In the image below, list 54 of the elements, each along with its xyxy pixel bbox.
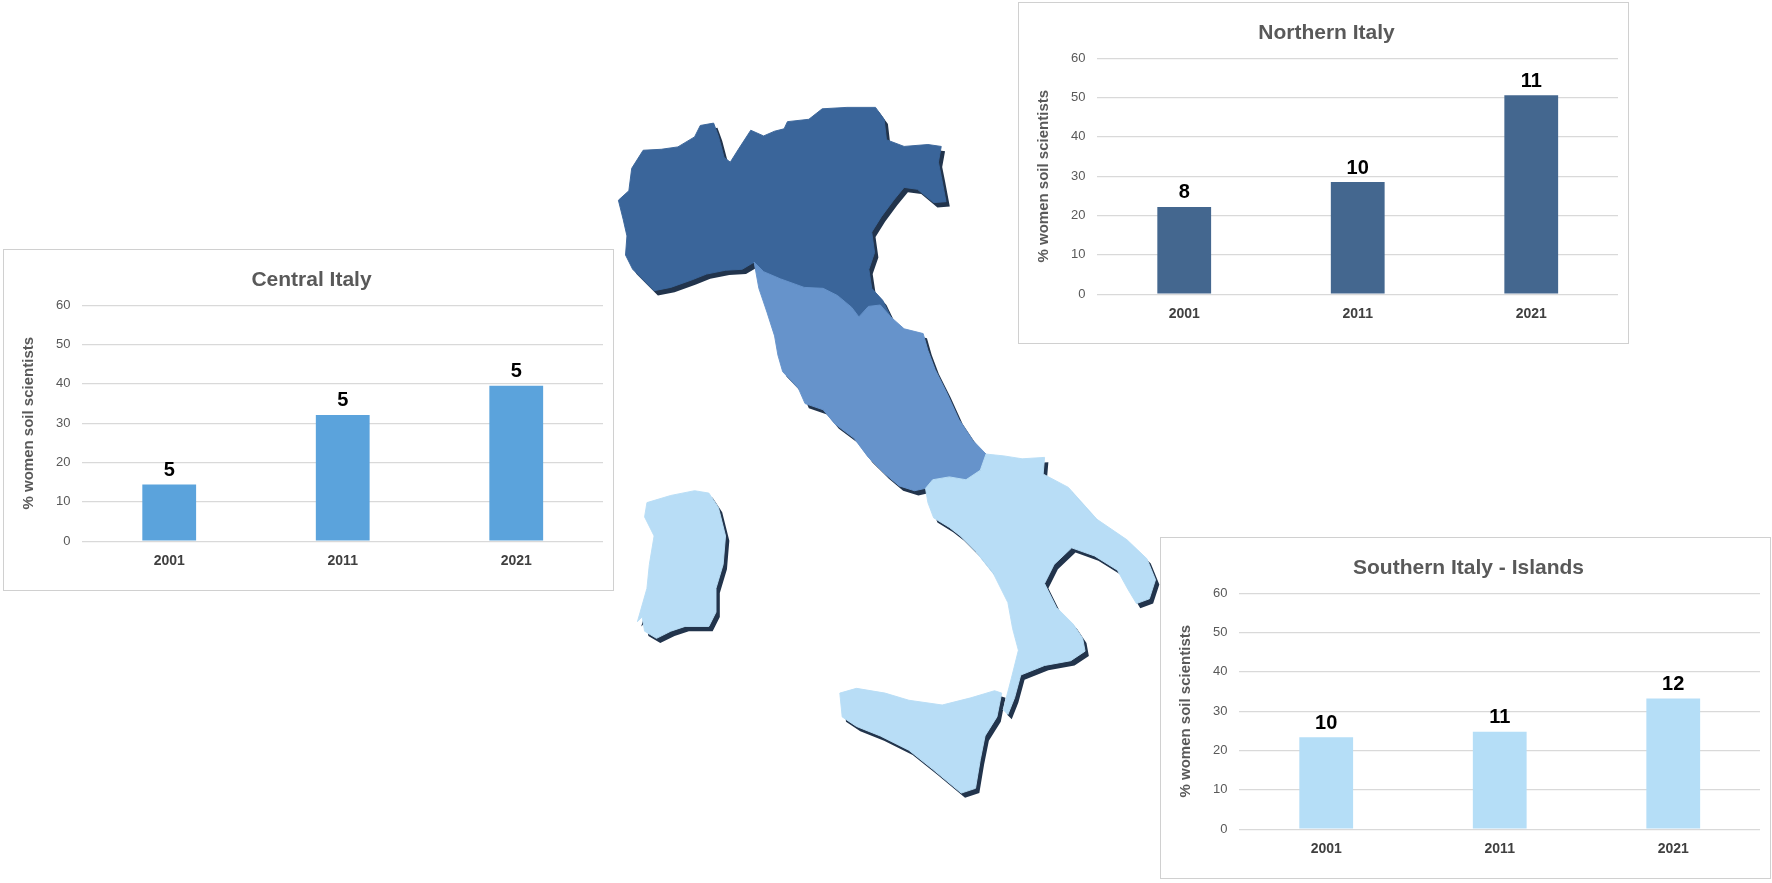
bar [1299,737,1354,829]
y-tick-label: 20 [55,454,71,470]
x-tick-label: 2011 [1484,840,1516,857]
bar [1504,95,1559,294]
y-tick-label: 0 [1220,820,1228,836]
chart-title: Northern Italy [1258,20,1396,44]
bar [489,385,544,541]
y-tick-label: 20 [1212,742,1228,758]
y-tick-label: 10 [1212,781,1228,797]
x-tick-label: 2011 [1342,305,1374,322]
x-tick-label: 2011 [327,552,359,569]
y-tick-label: 10 [1070,246,1086,262]
y-tick-label: 30 [1070,167,1086,183]
y-tick-label: 40 [1070,128,1086,144]
y-tick-label: 0 [1078,285,1086,301]
y-tick-label: 50 [1212,624,1228,640]
bar [1157,206,1212,294]
bar [1330,182,1385,294]
y-tick-label: 60 [1070,49,1086,65]
y-tick-label: 50 [55,336,71,352]
y-axis-title: % women soil scientists [19,336,37,510]
x-tick-label: 2001 [153,552,185,569]
y-tick-label: 30 [1212,702,1228,718]
y-tick-label: 40 [1212,663,1228,679]
annotation: 10 [1346,155,1369,178]
annotation: 10 [1315,710,1338,733]
bar [1646,698,1701,829]
y-tick-label: 0 [63,532,71,548]
chart-title: Central Italy [251,267,372,291]
annotation: 12 [1662,672,1685,695]
annotation: 5 [163,458,175,481]
annotation: 5 [337,388,349,411]
bar [142,484,197,541]
annotation: 11 [1489,705,1511,728]
bar [315,414,370,541]
y-tick-label: 50 [1070,89,1086,105]
y-tick-label: 20 [1070,207,1086,223]
x-tick-label: 2001 [1168,305,1200,322]
y-tick-label: 40 [55,375,71,391]
y-tick-label: 30 [55,414,71,430]
bar [1472,731,1527,829]
y-tick-label: 60 [1212,584,1228,600]
x-tick-label: 2021 [1657,840,1690,857]
x-tick-label: 2021 [1515,305,1548,322]
x-tick-label: 2021 [500,552,533,569]
annotation: 11 [1520,68,1542,91]
annotation: 8 [1178,180,1190,203]
annotation: 5 [510,359,522,382]
y-axis-title: % women soil scientists [1034,89,1052,263]
chart-title: Southern Italy - Islands [1352,555,1585,579]
y-tick-label: 10 [55,493,71,509]
y-axis-title: % women soil scientists [1176,624,1194,798]
x-tick-label: 2001 [1310,840,1342,857]
y-tick-label: 60 [55,296,71,312]
